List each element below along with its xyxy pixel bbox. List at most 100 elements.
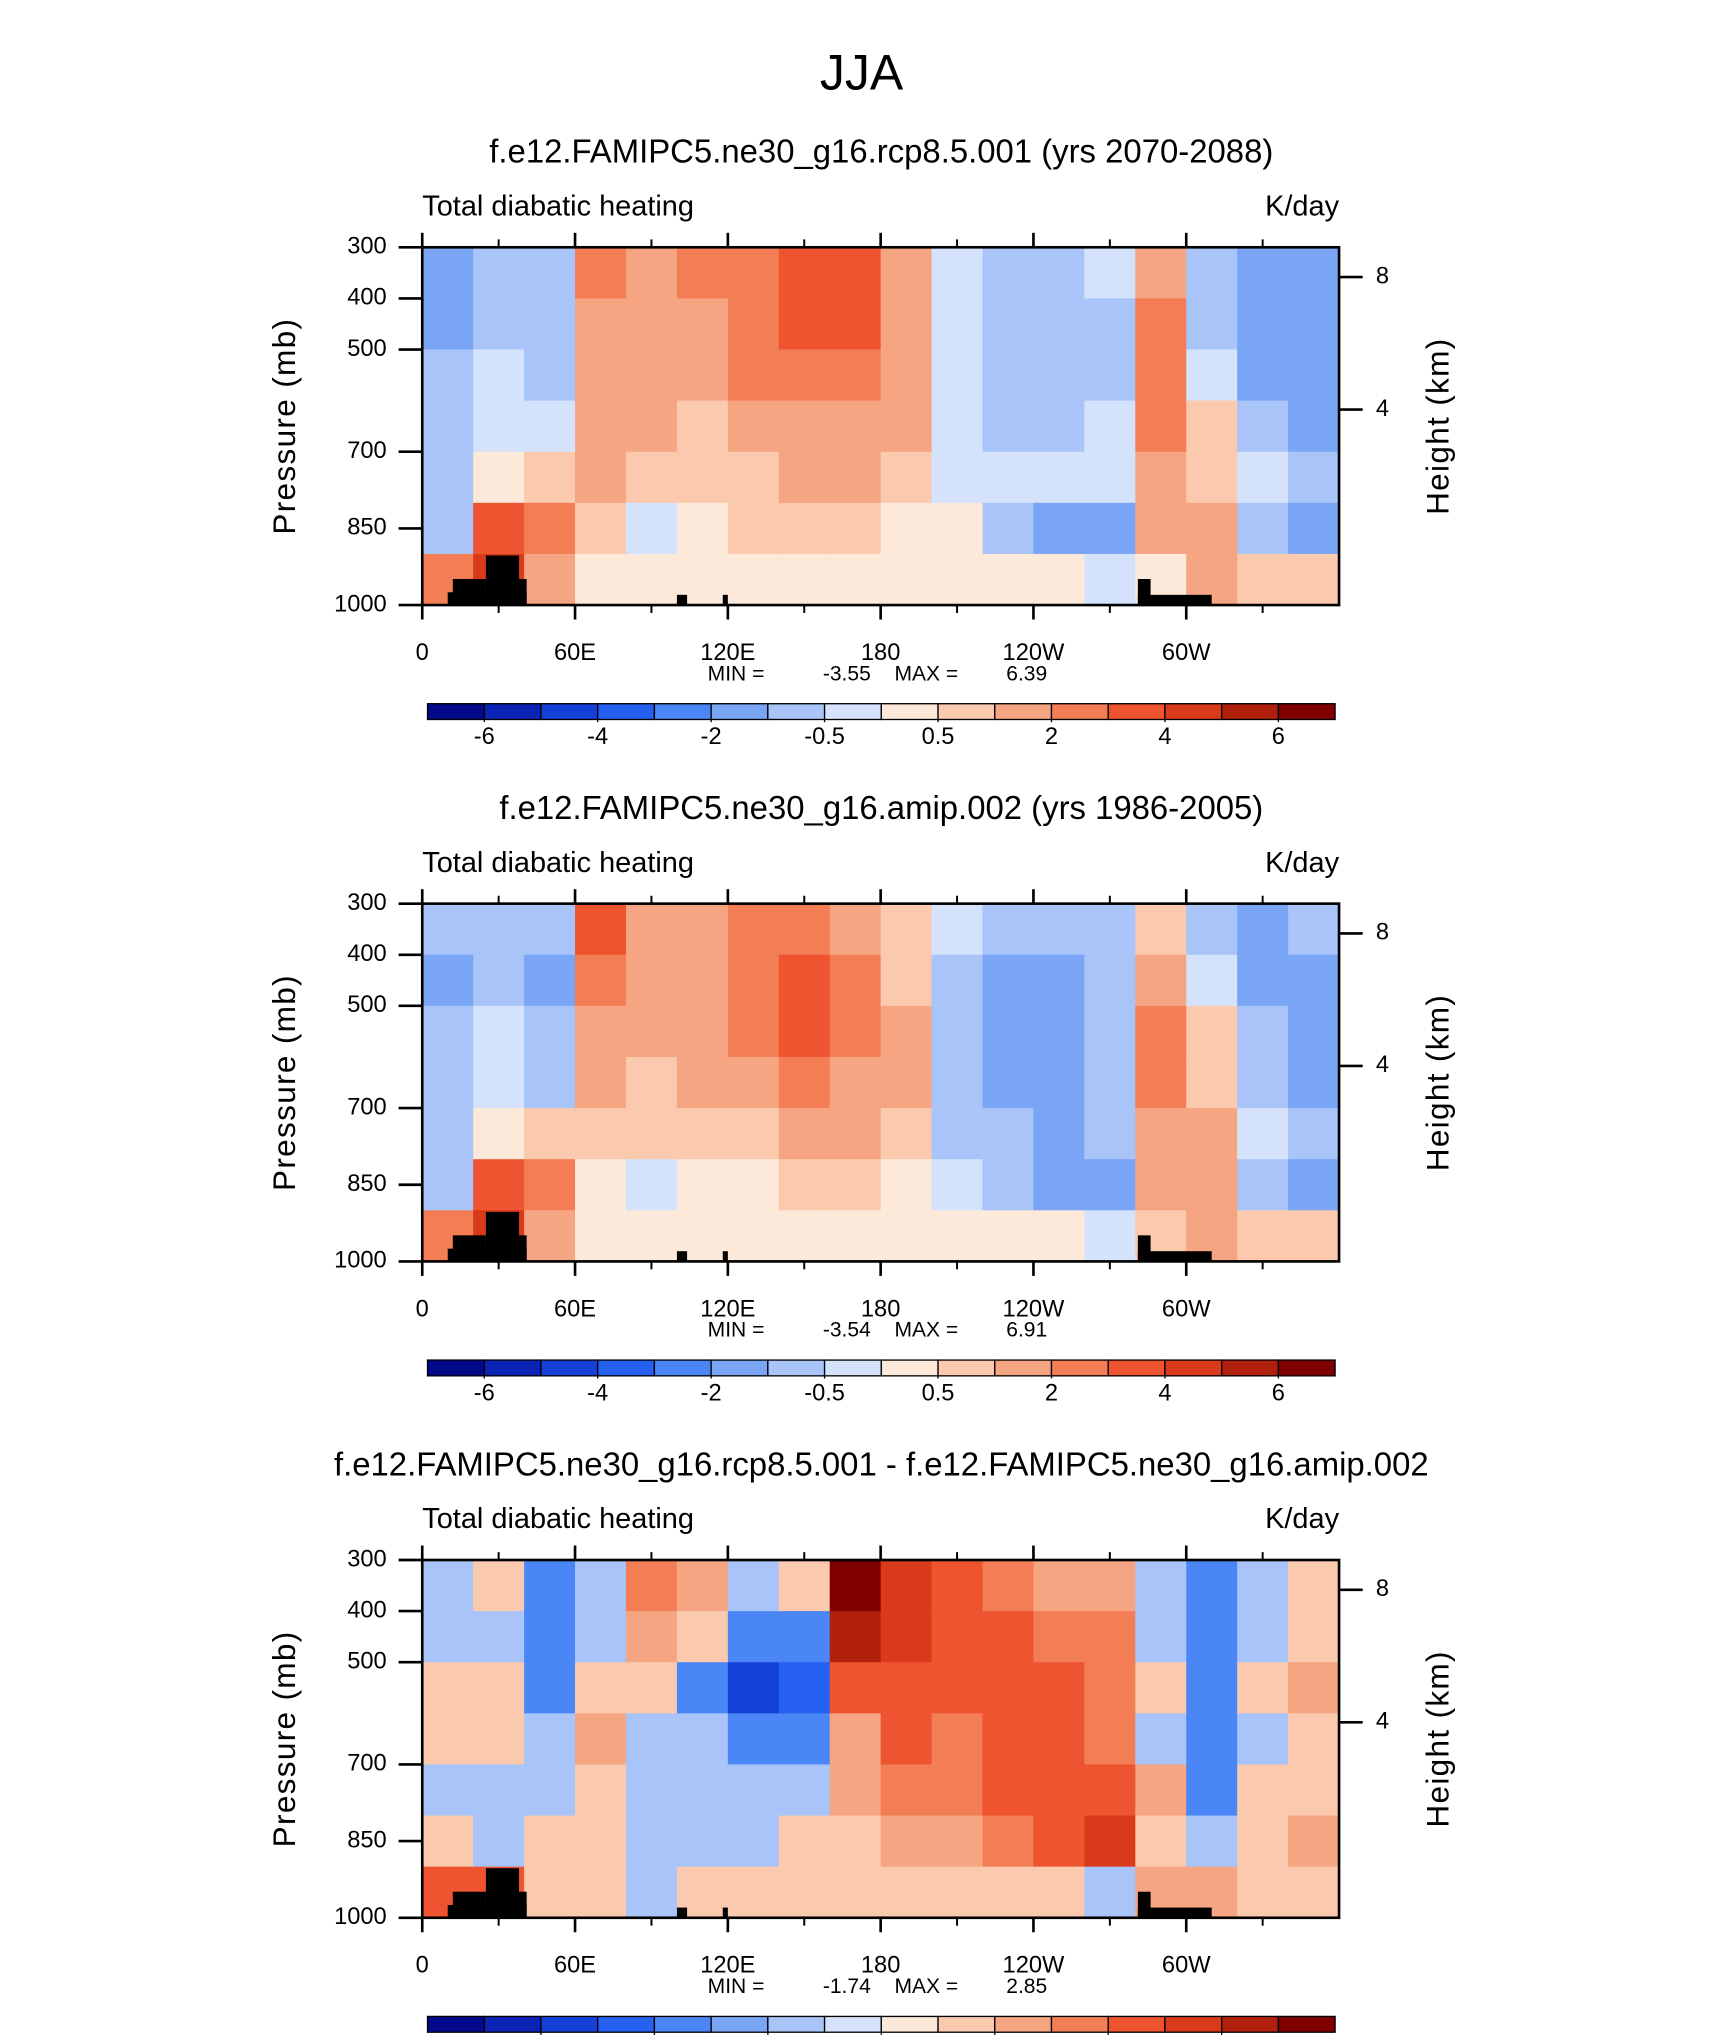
contour-cell — [1237, 553, 1289, 606]
contour-cell — [982, 1108, 1035, 1160]
contour-cell — [1033, 298, 1086, 351]
contour-cell — [676, 1662, 729, 1715]
colorbar-box — [540, 703, 599, 721]
contour-cell — [778, 1005, 831, 1058]
contour-cell — [676, 1005, 729, 1058]
contour-cell — [982, 1210, 1035, 1263]
contour-cell — [575, 903, 627, 956]
y-tick-label: 400 — [347, 941, 386, 967]
contour-cell — [982, 400, 1035, 453]
contour-cell — [1033, 1815, 1086, 1868]
terrain — [519, 1891, 527, 1918]
contour-cell — [1135, 954, 1188, 1007]
contour-cell — [880, 1713, 933, 1766]
contour-cell — [625, 400, 678, 453]
y-tick-label: 300 — [347, 234, 386, 260]
terrain — [722, 1907, 728, 1918]
terrain — [452, 1235, 486, 1262]
right-label: K/day — [1265, 1503, 1339, 1535]
y-axis-label: Pressure (mb) — [266, 974, 302, 1191]
colorbar-box — [823, 1359, 882, 1377]
contour-cell — [422, 298, 474, 351]
contour-cell — [524, 400, 576, 453]
contour-cell — [524, 1108, 576, 1160]
x-tick-label: 60E — [554, 1296, 596, 1322]
contour-cell — [575, 954, 627, 1007]
contour-cell — [1033, 502, 1086, 555]
contour-cell — [1084, 451, 1137, 504]
contour-cell — [625, 1159, 678, 1212]
contour-cell — [829, 400, 882, 453]
contour-cell — [1288, 1056, 1340, 1109]
contour-cell — [625, 1713, 678, 1766]
terrain — [676, 1251, 688, 1262]
contour-cell — [931, 349, 984, 402]
contour-cell — [1237, 1815, 1289, 1868]
colorbar-box — [1164, 2015, 1223, 2033]
contour-cell — [1288, 298, 1340, 351]
contour-cell — [575, 1611, 627, 1664]
contour-cell — [524, 1815, 576, 1868]
contour-cell — [524, 1056, 576, 1109]
contour-cell — [1288, 400, 1340, 453]
x-tick-label: 120W — [1003, 640, 1065, 666]
x-tick-label: 120W — [1003, 1296, 1065, 1322]
contour-cell — [1237, 1560, 1289, 1612]
contour-cell — [1084, 1056, 1137, 1109]
x-tick-label: 60W — [1162, 1296, 1211, 1322]
contour-cell — [727, 400, 780, 453]
colorbar-label: 4 — [1158, 1381, 1171, 1407]
contour-cell — [422, 1815, 474, 1868]
contour-cell — [1237, 1611, 1289, 1664]
contour-cell — [778, 1210, 831, 1263]
max-value: 2.85 — [1006, 1975, 1047, 1998]
max-label: MAX = — [894, 1975, 958, 1998]
contour-cell — [1084, 1866, 1137, 1919]
contour-cell — [778, 298, 831, 351]
contour-cell — [524, 1713, 576, 1766]
colorbar-box — [937, 2015, 996, 2033]
y-tick-label: 700 — [347, 438, 386, 464]
contour-cell — [575, 1764, 627, 1817]
terrain — [676, 594, 688, 606]
contour-cell — [1033, 553, 1086, 606]
contour-cell — [473, 400, 525, 453]
contour-cell — [931, 1159, 984, 1212]
contour-cell — [982, 1005, 1035, 1058]
left-label: Total diabatic heating — [422, 190, 694, 222]
contour-cell — [676, 1056, 729, 1109]
contour-cell — [778, 1815, 831, 1868]
colorbar-box — [710, 703, 769, 721]
contour-cell — [524, 1611, 576, 1664]
contour-cell — [1186, 451, 1238, 504]
x-tick-label: 0 — [416, 1953, 429, 1979]
contour-cell — [473, 1611, 525, 1664]
contour-cell — [1084, 903, 1137, 956]
y2-tick-label: 8 — [1376, 1576, 1389, 1602]
contour-cell — [829, 903, 882, 956]
contour-cell — [575, 1056, 627, 1109]
contour-cell — [829, 1866, 882, 1919]
y-axis-label: Pressure (mb) — [266, 1630, 302, 1847]
colorbar-box — [823, 703, 882, 721]
contour-cell — [1084, 954, 1137, 1007]
contour-cell — [575, 553, 627, 606]
contour-cell — [1237, 1005, 1289, 1058]
panel-title: f.e12.FAMIPC5.ne30_g16.rcp8.5.001 - f.e1… — [334, 1445, 1429, 1482]
colorbar-box — [483, 703, 542, 721]
contour-cell — [625, 954, 678, 1007]
contour-cell — [473, 298, 525, 351]
panel-title: f.e12.FAMIPC5.ne30_g16.amip.002 (yrs 198… — [499, 789, 1263, 826]
right-label: K/day — [1265, 190, 1339, 222]
colorbar-box — [710, 1359, 769, 1377]
contour-cell — [982, 1815, 1035, 1868]
contour-cell — [625, 1210, 678, 1263]
contour-cell — [727, 1560, 780, 1612]
colorbar-label: -0.9 — [634, 2037, 675, 2038]
contour-cell — [1288, 1210, 1340, 1263]
contour-cell — [1135, 451, 1188, 504]
contour-cell — [880, 1662, 933, 1715]
x-tick-label: 120E — [700, 1296, 755, 1322]
contour-cell — [880, 1866, 933, 1919]
contour-cell — [1237, 1713, 1289, 1766]
